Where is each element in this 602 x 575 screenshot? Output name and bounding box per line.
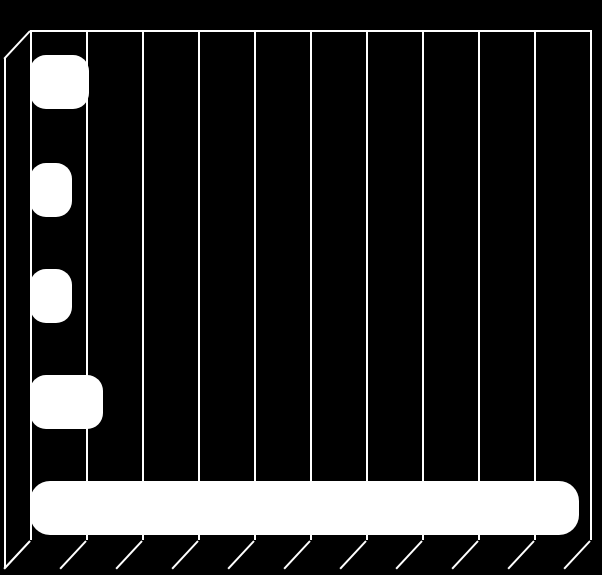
floor-tick — [507, 540, 534, 569]
bar — [30, 481, 579, 535]
gridline — [142, 30, 144, 540]
floor-tick — [395, 540, 422, 569]
floor-tick — [451, 540, 478, 569]
floor-tick — [227, 540, 254, 569]
floor-tick — [283, 540, 310, 569]
front-left-axis — [4, 58, 6, 568]
floor-tick — [563, 540, 590, 569]
gridline — [86, 30, 88, 540]
bar — [30, 163, 72, 217]
floor-tick — [339, 540, 366, 569]
gridline — [198, 30, 200, 540]
floor-tick — [115, 540, 142, 569]
gridline — [422, 30, 424, 540]
floor-tick — [59, 540, 86, 569]
bar — [30, 269, 72, 323]
gridline — [478, 30, 480, 540]
bar — [30, 55, 89, 109]
floor-tick — [3, 540, 30, 569]
depth-edge — [3, 30, 30, 59]
bar — [30, 375, 103, 429]
plot-back-wall — [30, 30, 590, 540]
floor-tick — [171, 540, 198, 569]
gridline — [254, 30, 256, 540]
gridline — [366, 30, 368, 540]
horizontal-bar-chart — [0, 0, 602, 575]
gridline — [310, 30, 312, 540]
gridline — [590, 30, 592, 540]
gridline — [534, 30, 536, 540]
back-top-edge — [30, 30, 590, 32]
